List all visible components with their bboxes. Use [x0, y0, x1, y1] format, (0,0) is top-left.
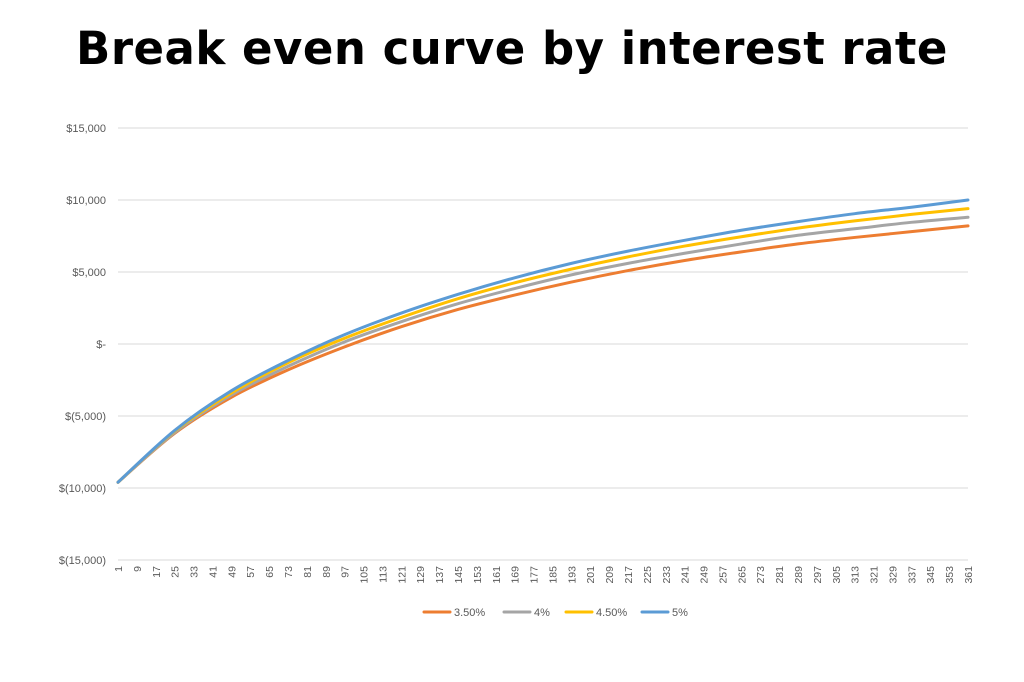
- x-tick-label: 225: [642, 566, 654, 584]
- x-tick-label: 49: [226, 566, 238, 578]
- x-tick-label: 313: [850, 566, 862, 584]
- x-tick-label: 113: [377, 566, 389, 583]
- x-tick-label: 9: [132, 566, 144, 572]
- x-tick-label: 249: [699, 566, 711, 584]
- series-line: [116, 215, 970, 484]
- series-line: [116, 207, 970, 484]
- series-line: [116, 224, 970, 484]
- x-tick-label: 209: [604, 566, 616, 584]
- chart-title: Break even curve by interest rate: [76, 22, 948, 75]
- x-tick-label: 89: [321, 566, 333, 578]
- x-tick-label: 241: [680, 566, 692, 584]
- y-axis-ticks: $15,000 $10,000 $5,000 $- $(5,000) $(10,000) $…: [59, 123, 106, 567]
- legend-label: 3.50%: [454, 607, 485, 619]
- legend-label: 5%: [672, 607, 688, 619]
- legend-label: 4%: [534, 607, 550, 619]
- y-tick-label: $10,000: [66, 195, 106, 207]
- x-tick-label: 185: [547, 566, 559, 584]
- x-tick-label: 201: [585, 566, 597, 584]
- x-tick-label: 257: [717, 566, 729, 584]
- x-tick-label: 17: [151, 566, 163, 578]
- x-axis-ticks: 1 9 17 25 33 41 49 57 65 73 81 89 97 105 113 121 129 137 1…: [113, 566, 975, 584]
- series-line: [116, 198, 970, 484]
- y-tick-label: $(5,000): [65, 411, 106, 423]
- x-tick-label: 289: [793, 566, 805, 584]
- x-tick-label: 1: [113, 566, 125, 572]
- gridlines: [118, 127, 968, 561]
- x-tick-label: 233: [661, 566, 673, 584]
- x-tick-label: 105: [359, 566, 371, 584]
- legend-label: 4.50%: [596, 607, 627, 619]
- x-tick-label: 361: [963, 566, 975, 584]
- x-tick-label: 145: [453, 566, 465, 584]
- x-tick-label: 265: [736, 566, 748, 584]
- x-tick-label: 329: [887, 566, 899, 584]
- x-tick-label: 129: [415, 566, 427, 584]
- x-tick-label: 33: [189, 566, 201, 578]
- x-tick-label: 193: [566, 566, 578, 584]
- y-tick-label: $-: [96, 339, 106, 351]
- x-tick-label: 337: [906, 566, 918, 584]
- x-tick-label: 65: [264, 566, 276, 578]
- x-tick-label: 153: [472, 566, 484, 584]
- x-tick-label: 169: [510, 566, 522, 584]
- x-tick-label: 161: [491, 566, 503, 584]
- x-tick-label: 353: [944, 566, 956, 584]
- x-tick-label: 297: [812, 566, 824, 584]
- y-tick-label: $15,000: [66, 123, 106, 135]
- legend: 3.50% 4% 4.50% 5%: [422, 607, 688, 619]
- y-tick-label: $(10,000): [59, 483, 106, 495]
- x-tick-label: 273: [755, 566, 767, 584]
- y-tick-label: $(15,000): [59, 555, 106, 567]
- x-tick-label: 121: [396, 566, 408, 584]
- x-tick-label: 25: [170, 566, 182, 578]
- series-lines: [116, 198, 970, 484]
- x-tick-label: 305: [831, 566, 843, 584]
- x-tick-label: 217: [623, 566, 635, 584]
- x-tick-label: 41: [207, 566, 219, 578]
- x-tick-label: 81: [302, 566, 314, 578]
- x-tick-label: 177: [529, 566, 541, 584]
- x-tick-label: 345: [925, 566, 937, 584]
- y-tick-label: $5,000: [72, 267, 106, 279]
- x-tick-label: 73: [283, 566, 295, 578]
- x-tick-label: 97: [340, 566, 352, 578]
- x-tick-label: 281: [774, 566, 786, 584]
- x-tick-label: 321: [869, 566, 881, 584]
- x-tick-label: 137: [434, 566, 446, 584]
- x-tick-label: 57: [245, 566, 257, 578]
